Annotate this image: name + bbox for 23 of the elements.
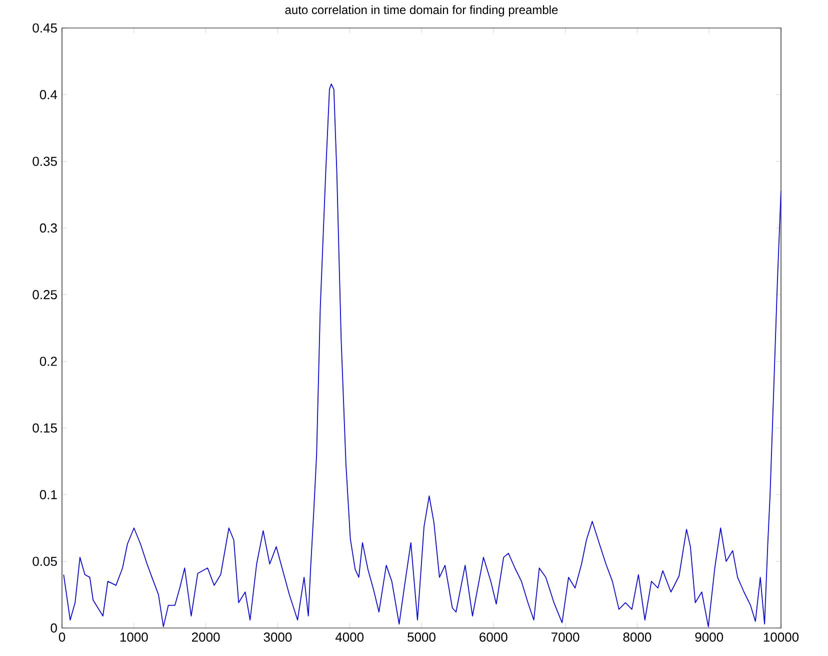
x-tick-label: 9000 [695, 632, 724, 642]
x-tick-label: 2000 [192, 632, 220, 642]
x-tick-label: 10000 [764, 632, 799, 642]
x-tick-label: 0 [58, 632, 66, 642]
x-tick-label: 7000 [552, 632, 580, 642]
y-tick-label: 0 [50, 623, 57, 633]
x-tick-label: 6000 [480, 632, 508, 642]
line-series [63, 84, 782, 628]
chart-title: auto correlation in time domain for finding preamble [285, 5, 558, 16]
x-tick-label: 4000 [335, 632, 364, 642]
y-tick-label: 0.05 [32, 556, 57, 566]
y-tick-label: 0.35 [32, 156, 57, 166]
x-tick-label: 1000 [120, 632, 148, 642]
x-tick-label: 5000 [408, 632, 436, 642]
y-tick-label: 0.15 [32, 423, 57, 433]
y-tick-label: 0.45 [32, 23, 57, 33]
x-tick-label: 3000 [264, 632, 292, 642]
y-tick-label: 0.3 [40, 223, 57, 233]
y-tick-label: 0.2 [40, 356, 57, 366]
y-tick-label: 0.1 [40, 490, 57, 500]
y-tick-label: 0.4 [40, 90, 58, 100]
x-tick-label: 8000 [623, 632, 652, 642]
y-tick-label: 0.25 [32, 290, 57, 300]
